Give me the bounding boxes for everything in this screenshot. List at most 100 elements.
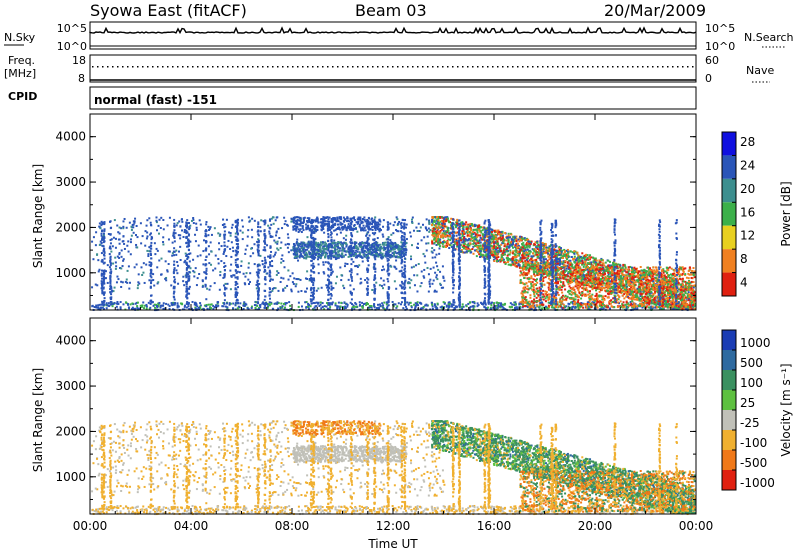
power-cell — [514, 303, 517, 306]
power-cell — [137, 281, 140, 284]
power-cell — [383, 246, 386, 249]
power-cell — [297, 223, 300, 226]
power-cell — [355, 245, 358, 248]
power-cell — [358, 242, 361, 245]
power-cell — [184, 259, 187, 262]
power-cell — [364, 302, 367, 305]
power-cell — [242, 272, 245, 275]
power-cell — [272, 222, 275, 225]
power-cell — [306, 226, 309, 229]
power-cell — [137, 273, 140, 276]
power-cell — [100, 252, 103, 255]
power-cell — [323, 219, 326, 222]
power-cell — [341, 249, 344, 252]
power-cell — [155, 219, 158, 222]
power-cell — [181, 303, 184, 306]
station-title: Syowa East (fitACF) — [90, 1, 247, 20]
power-cell — [319, 303, 322, 306]
power-cell — [271, 235, 274, 238]
power-cell — [334, 282, 337, 285]
power-cell — [356, 230, 359, 233]
power-cell — [338, 241, 341, 244]
power-cell — [122, 220, 125, 223]
power-cell — [259, 304, 262, 307]
power-cell — [124, 280, 127, 283]
power-cell — [557, 254, 560, 257]
power-cell — [336, 233, 339, 236]
power-cell — [297, 301, 300, 304]
power-cell — [319, 250, 322, 253]
power-cell — [363, 249, 366, 252]
power-cell — [120, 285, 123, 288]
power-cell — [339, 305, 342, 308]
power-cell — [249, 219, 252, 222]
power-cell — [373, 304, 376, 307]
power-cell — [391, 252, 394, 255]
power-cell — [439, 306, 442, 309]
power-cell — [436, 278, 439, 281]
power-cell — [202, 250, 205, 253]
power-cell — [326, 252, 329, 255]
power-cell — [540, 307, 543, 310]
power-cell — [587, 301, 590, 304]
power-cell — [365, 225, 368, 228]
power-cell — [471, 301, 474, 304]
power-cell — [282, 302, 285, 305]
power-cell — [493, 302, 496, 305]
power-cell — [406, 301, 409, 304]
power-cell — [299, 228, 302, 231]
power-cell — [306, 217, 309, 220]
power-cell — [427, 273, 430, 276]
power-cell — [287, 278, 290, 281]
power-cell — [262, 249, 265, 252]
power-cell — [345, 234, 348, 237]
power-cell — [245, 303, 248, 306]
freq-tick-top: 18 — [72, 54, 86, 67]
power-cell — [222, 305, 225, 308]
power-cell — [355, 305, 358, 308]
power-cell — [268, 304, 271, 307]
power-cell — [515, 306, 518, 309]
power-cell — [381, 247, 384, 250]
power-cell — [422, 223, 425, 226]
power-cell — [447, 238, 450, 241]
power-cell — [334, 244, 337, 247]
power-cell — [356, 254, 359, 257]
power-cell — [334, 256, 337, 259]
power-cell — [479, 234, 482, 237]
power-cell — [363, 244, 366, 247]
power-cell — [99, 227, 102, 230]
power-cell — [378, 230, 381, 233]
power-cell — [634, 307, 637, 310]
power-cell — [309, 288, 312, 291]
power-cell — [393, 248, 396, 251]
power-cell — [650, 283, 653, 286]
power-cell — [665, 302, 668, 305]
power-cell — [305, 251, 308, 254]
power-cell — [376, 228, 379, 231]
power-cell — [646, 292, 649, 295]
power-cell — [492, 306, 495, 309]
power-cell — [292, 252, 295, 255]
power-cell — [116, 255, 119, 258]
power-cell — [102, 308, 105, 311]
power-cell — [398, 249, 401, 252]
power-cell — [228, 302, 231, 305]
power-cell — [420, 239, 423, 242]
power-cell — [165, 279, 168, 282]
power-cell — [477, 242, 480, 245]
power-cell — [202, 263, 205, 266]
power-cell — [148, 308, 151, 311]
power-cell — [335, 275, 338, 278]
power-cell — [588, 308, 591, 311]
power-cell — [148, 217, 151, 220]
power-cell — [398, 245, 401, 248]
power-cell — [320, 254, 323, 257]
power-cell — [389, 244, 392, 247]
power-cell — [318, 245, 321, 248]
power-cell — [683, 299, 686, 302]
power-cell — [336, 257, 339, 260]
power-cell — [122, 235, 125, 238]
power-cell — [173, 218, 176, 221]
power-cell — [454, 224, 457, 227]
